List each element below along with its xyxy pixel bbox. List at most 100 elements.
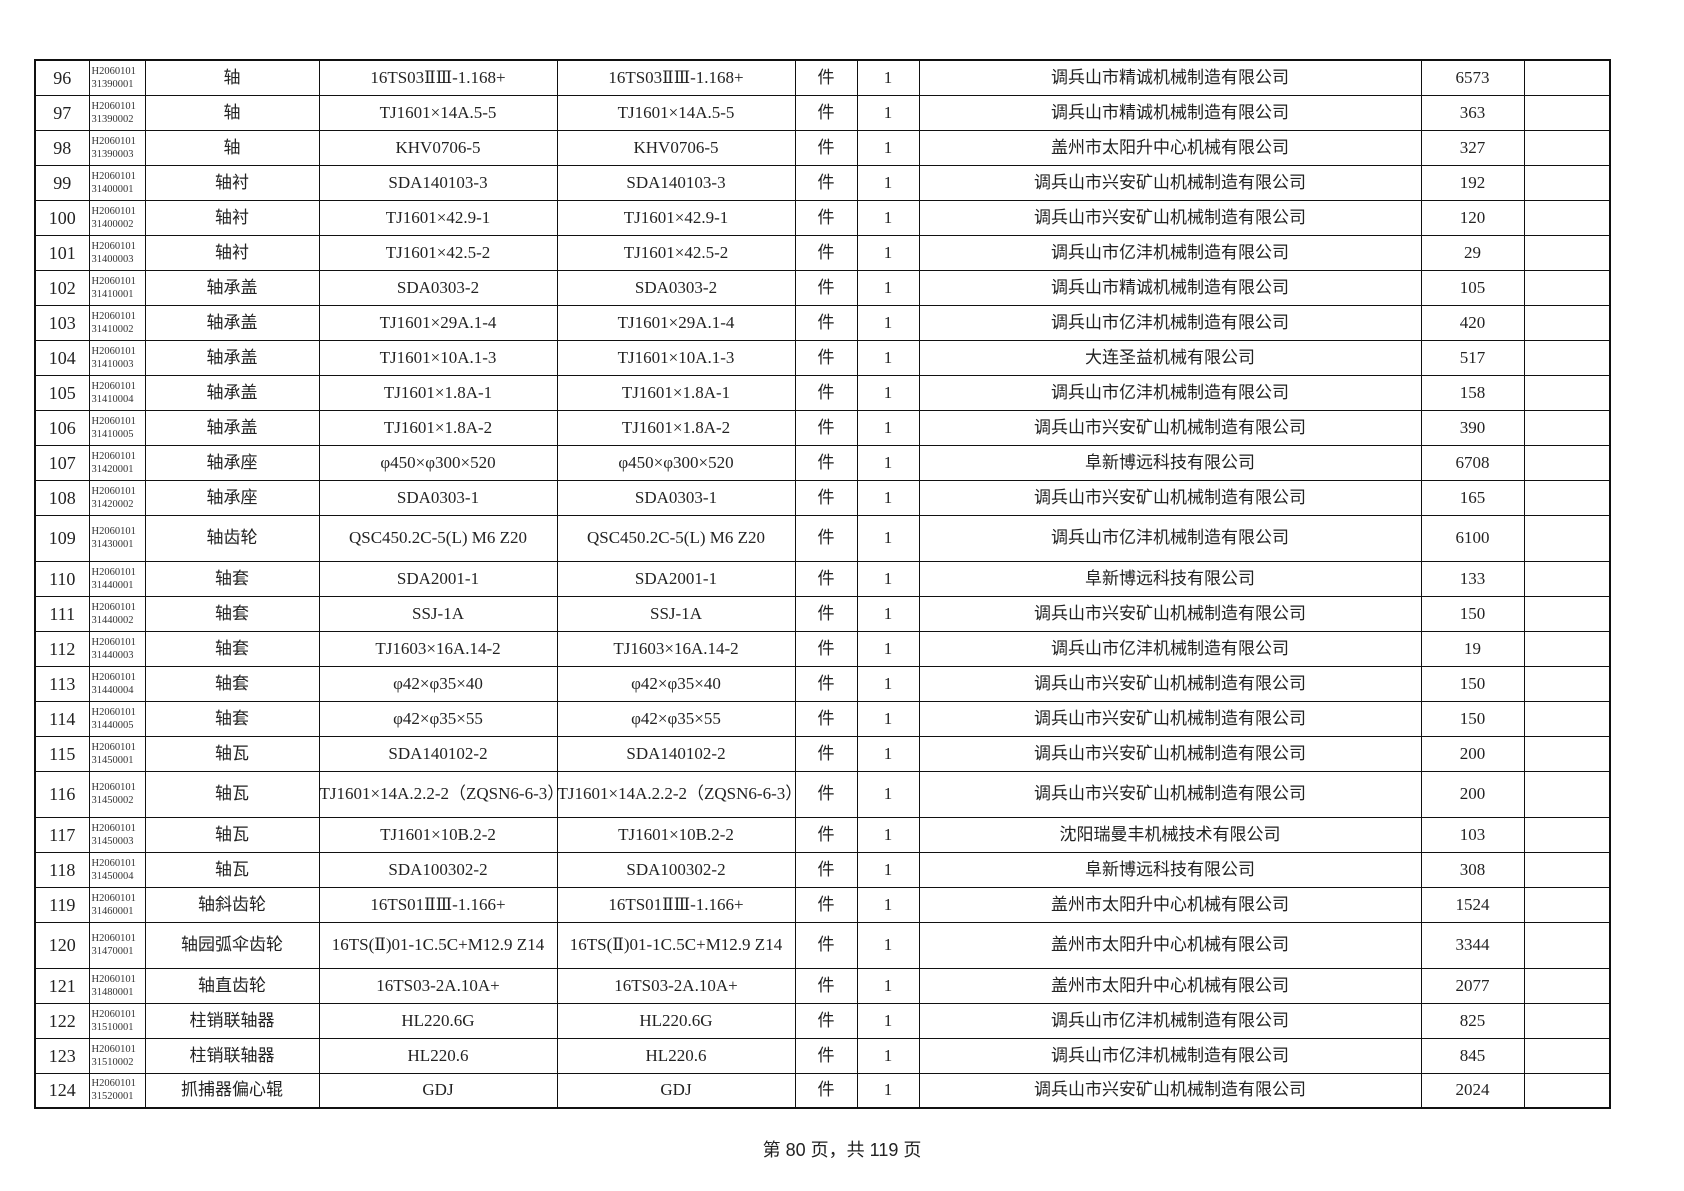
part-name-cell: 轴	[144, 94, 320, 131]
part-name-cell: 轴	[144, 129, 320, 166]
material-code-cell: H2060101 31440003	[88, 630, 146, 667]
quantity-cell: 1	[856, 700, 920, 737]
supplier-cell: 调兵山市亿沣机械制造有限公司	[918, 630, 1422, 667]
material-code-part: H2060101	[91, 100, 136, 112]
quantity-cell: 1	[856, 770, 920, 818]
quantity-cell: 1	[856, 560, 920, 597]
unit-cell: 件	[794, 444, 858, 481]
table-row: 99 H2060101 31400001 轴衬 SDA140103-3 SDA140103…	[34, 164, 1611, 201]
drawing-number-cell: TJ1601×14A.5-5	[556, 94, 796, 131]
row-number-cell: 109	[34, 514, 90, 562]
part-name-cell: 轴承盖	[144, 409, 320, 446]
table-row: 121 H2060101 31480001 轴直齿轮 16TS03-2A.10A+ 16T…	[34, 967, 1611, 1004]
supplier-cell: 调兵山市精诚机械制造有限公司	[918, 94, 1422, 131]
material-code-part: H2060101	[91, 380, 136, 392]
material-code-part: H2060101	[91, 1078, 136, 1090]
remark-cell	[1523, 129, 1611, 166]
unit-cell: 件	[794, 886, 858, 923]
remark-cell	[1523, 59, 1611, 96]
unit-price-cell: 6100	[1420, 514, 1525, 562]
drawing-number-cell: φ42×φ35×40	[556, 665, 796, 702]
drawing-number-cell: TJ1603×16A.14-2	[556, 630, 796, 667]
remark-cell	[1523, 514, 1611, 562]
drawing-number-cell: HL220.6G	[556, 1002, 796, 1039]
remark-cell	[1523, 1072, 1611, 1109]
quantity-cell: 1	[856, 514, 920, 562]
specification-cell: TJ1601×14A.5-5	[318, 94, 558, 131]
material-code-cell: H2060101 31420002	[88, 479, 146, 516]
supplier-cell: 调兵山市兴安矿山机械制造有限公司	[918, 409, 1422, 446]
part-name-cell: 轴承盖	[144, 269, 320, 306]
drawing-number-cell: SDA2001-1	[556, 560, 796, 597]
row-number-cell: 102	[34, 269, 90, 306]
unit-price-cell: 120	[1420, 199, 1525, 236]
table-row: 100 H2060101 31400002 轴衬 TJ1601×42.9-1 TJ1601…	[34, 199, 1611, 236]
supplier-cell: 盖州市太阳升中心机械有限公司	[918, 886, 1422, 923]
specification-cell: KHV0706-5	[318, 129, 558, 166]
drawing-number-cell: SDA0303-1	[556, 479, 796, 516]
material-code-part: 31390001	[91, 78, 134, 90]
unit-price-cell: 150	[1420, 700, 1525, 737]
supplier-cell: 调兵山市兴安矿山机械制造有限公司	[918, 199, 1422, 236]
specification-cell: 16TS03-2A.10A+	[318, 967, 558, 1004]
supplier-cell: 调兵山市精诚机械制造有限公司	[918, 269, 1422, 306]
material-code-part: 31480001	[91, 986, 134, 998]
row-number-cell: 113	[34, 665, 90, 702]
part-name-cell: 抓捕器偏心辊	[144, 1072, 320, 1109]
material-code-part: 31410003	[91, 358, 134, 370]
part-name-cell: 轴承座	[144, 479, 320, 516]
material-code-part: 31400003	[91, 253, 134, 265]
material-code-part: 31520001	[91, 1091, 134, 1103]
remark-cell	[1523, 374, 1611, 411]
material-code-part: H2060101	[91, 485, 136, 497]
quantity-cell: 1	[856, 374, 920, 411]
material-code-cell: H2060101 31410003	[88, 339, 146, 376]
part-name-cell: 轴套	[144, 560, 320, 597]
unit-cell: 件	[794, 560, 858, 597]
remark-cell	[1523, 921, 1611, 969]
specification-cell: SSJ-1A	[318, 595, 558, 632]
unit-cell: 件	[794, 665, 858, 702]
material-code-cell: H2060101 31410004	[88, 374, 146, 411]
material-code-part: 31410005	[91, 428, 134, 440]
table-row: 101 H2060101 31400003 轴衬 TJ1601×42.5-2 TJ1601…	[34, 234, 1611, 271]
table-row: 119 H2060101 31460001 轴斜齿轮 16TS01ⅡⅢ-1.166+ 16…	[34, 886, 1611, 923]
specification-cell: SDA0303-2	[318, 269, 558, 306]
remark-cell	[1523, 630, 1611, 667]
remark-cell	[1523, 735, 1611, 772]
material-code-cell: H2060101 31400002	[88, 199, 146, 236]
part-name-cell: 轴承盖	[144, 304, 320, 341]
quantity-cell: 1	[856, 444, 920, 481]
material-code-cell: H2060101 31510002	[88, 1037, 146, 1074]
quantity-cell: 1	[856, 304, 920, 341]
supplier-cell: 调兵山市兴安矿山机械制造有限公司	[918, 735, 1422, 772]
quantity-cell: 1	[856, 129, 920, 166]
specification-cell: TJ1601×10A.1-3	[318, 339, 558, 376]
remark-cell	[1523, 479, 1611, 516]
row-number-cell: 122	[34, 1002, 90, 1039]
unit-cell: 件	[794, 164, 858, 201]
part-name-cell: 轴衬	[144, 234, 320, 271]
material-code-cell: H2060101 31430001	[88, 514, 146, 562]
row-number-cell: 101	[34, 234, 90, 271]
unit-cell: 件	[794, 1072, 858, 1109]
table-row: 103 H2060101 31410002 轴承盖 TJ1601×29A.1-4 TJ16…	[34, 304, 1611, 341]
table-row: 96 H2060101 31390001 轴 16TS03ⅡⅢ-1.168+ 16TS03…	[34, 59, 1611, 96]
supplier-cell: 调兵山市精诚机械制造有限公司	[918, 59, 1422, 96]
material-code-cell: H2060101 31440001	[88, 560, 146, 597]
material-code-part: 31460001	[91, 905, 134, 917]
unit-price-cell: 845	[1420, 1037, 1525, 1074]
material-code-part: H2060101	[91, 636, 136, 648]
row-number-cell: 110	[34, 560, 90, 597]
material-code-part: H2060101	[91, 933, 136, 944]
remark-cell	[1523, 409, 1611, 446]
drawing-number-cell: SDA140102-2	[556, 735, 796, 772]
specification-cell: HL220.6	[318, 1037, 558, 1074]
unit-price-cell: 420	[1420, 304, 1525, 341]
table-row: 123 H2060101 31510002 柱销联轴器 HL220.6 HL220.6 件 1…	[34, 1037, 1611, 1074]
material-code-cell: H2060101 31390003	[88, 129, 146, 166]
table-row: 114 H2060101 31440005 轴套 φ42×φ35×55 φ42×φ35×5…	[34, 700, 1611, 737]
part-name-cell: 轴套	[144, 595, 320, 632]
material-code-part: 31420002	[91, 498, 134, 510]
quantity-cell: 1	[856, 1002, 920, 1039]
